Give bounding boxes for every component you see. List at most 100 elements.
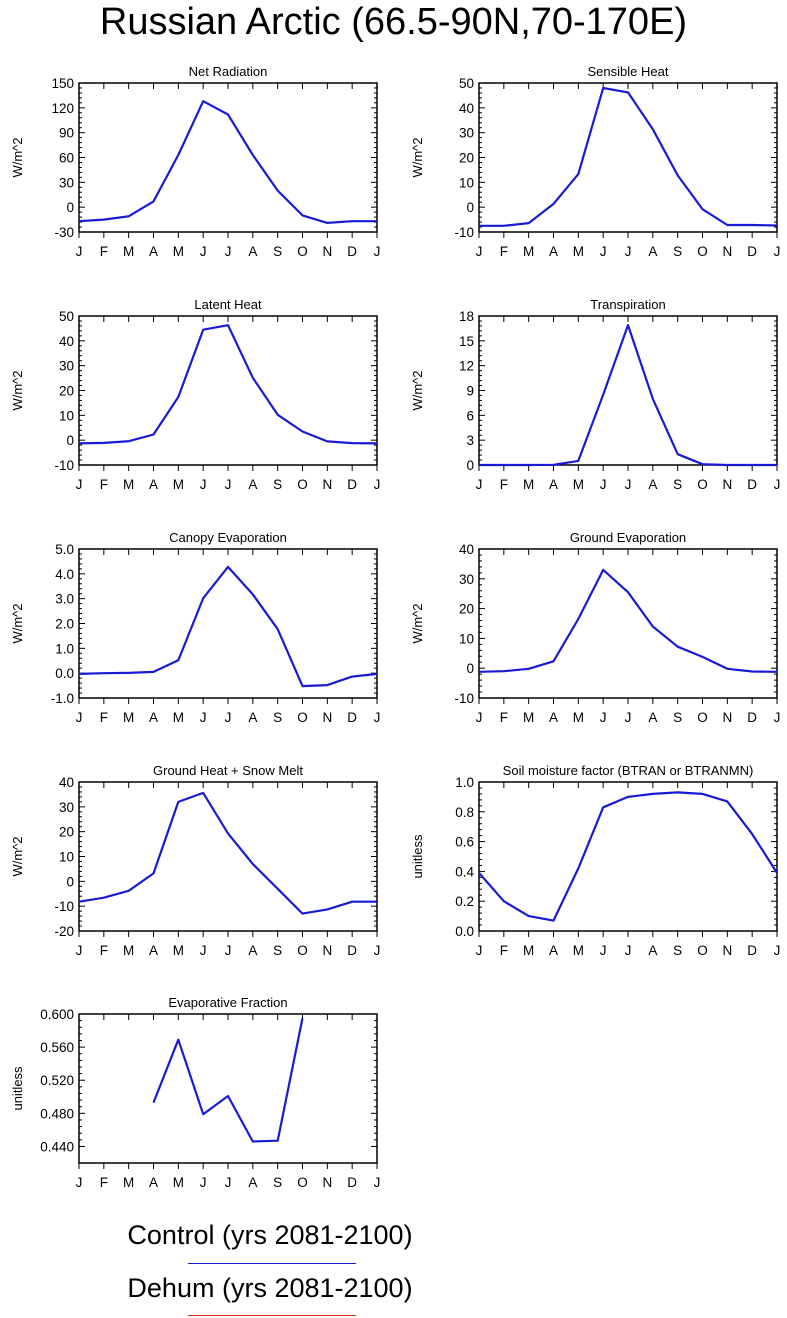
panel-7-xtick-label: S <box>273 943 282 958</box>
panel-8-series-line <box>478 791 778 922</box>
panel-5-xtick-label: N <box>322 710 332 725</box>
figure-title: Russian Arctic (66.5-90N,70-170E) <box>99 1 688 43</box>
panel-2-xtick-label: J <box>774 244 781 259</box>
panel-6-ytick-label: 30 <box>459 572 474 587</box>
panel-1-ytick-label: 150 <box>51 76 74 91</box>
panel-2-xtick-label: J <box>625 244 632 259</box>
panel-6-ytick-label: -10 <box>454 691 474 706</box>
panel-7-xtick-label: M <box>173 943 184 958</box>
panel-4-ylabel: W/m^2 <box>410 370 425 410</box>
panel-1-xtick-label: D <box>347 244 357 259</box>
panel-6-ylabel: W/m^2 <box>410 603 425 643</box>
panel-3-xtick-label: A <box>248 477 257 492</box>
panel-9-xtick-label: N <box>322 1175 332 1190</box>
panel-8-xtick-label: J <box>625 943 632 958</box>
panel-6-title: Ground Evaporation <box>570 530 686 545</box>
panel-9-ytick-label: 0.600 <box>40 1007 74 1022</box>
panel-8-xtick-label: J <box>774 943 781 958</box>
panel-3-ytick-label: 50 <box>59 309 74 324</box>
legend-dehum-line <box>188 1315 356 1316</box>
panel-4-ytick-label: 6 <box>466 408 474 423</box>
panel-4-xtick-label: F <box>500 477 508 492</box>
panel-8-ytick-label: 0.0 <box>455 924 474 939</box>
panel-6-xtick-label: A <box>549 710 558 725</box>
panel-7-ylabel: W/m^2 <box>10 836 25 876</box>
panel-6-ytick-label: 10 <box>459 631 474 646</box>
panel-5-ytick-label: -1.0 <box>51 691 74 706</box>
panel-7-xtick-label: A <box>248 943 257 958</box>
panel-5-ytick-label: 5.0 <box>55 542 74 557</box>
panel-1-xtick-label: J <box>76 244 83 259</box>
panel-2-series-line <box>479 86 778 227</box>
panel-3-ytick-label: 30 <box>59 359 74 374</box>
panel-8-xtick-label: S <box>673 943 682 958</box>
panel-8-xtick-label: O <box>697 943 708 958</box>
panel-8-ytick-label: 0.4 <box>455 864 474 879</box>
panel-6-xtick-label: O <box>697 710 708 725</box>
panel-1-xtick-label: S <box>273 244 282 259</box>
panel-6-xtick-label: J <box>625 710 632 725</box>
panel-6-xtick-label: M <box>573 710 584 725</box>
panel-1-xtick-label: M <box>173 244 184 259</box>
panel-7-ytick-label: 40 <box>59 775 74 790</box>
panel-9-xtick-label: S <box>273 1175 282 1190</box>
panel-5-xtick-label: A <box>149 710 158 725</box>
panel-5-xtick-label: O <box>297 710 308 725</box>
panel-7-xtick-label: O <box>297 943 308 958</box>
panel-7-xtick-label: A <box>149 943 158 958</box>
panel-3-xtick-label: J <box>76 477 83 492</box>
panel-7-xtick-label: F <box>100 943 108 958</box>
panel-8-xtick-label: M <box>523 943 534 958</box>
panel-6-xtick-label: N <box>722 710 732 725</box>
panel-4-xtick-label: M <box>573 477 584 492</box>
panel-2-frame <box>478 82 778 233</box>
panel-2-ytick-label: 0 <box>466 200 474 215</box>
panel-9-title: Evaporative Fraction <box>168 995 287 1010</box>
panel-2-xtick-label: M <box>523 244 534 259</box>
panel-9-xtick-label: J <box>76 1175 83 1190</box>
panel-5-xtick-label: M <box>173 710 184 725</box>
panel-3-xtick-label: J <box>200 477 207 492</box>
panel-7-xtick-label: J <box>76 943 83 958</box>
panel-8-xtick-label: D <box>747 943 757 958</box>
panel-9-xtick-label: A <box>149 1175 158 1190</box>
panel-5-xtick-label: J <box>374 710 381 725</box>
panel-9-ytick-label: 0.480 <box>40 1106 74 1121</box>
panel-5-xtick-label: M <box>123 710 134 725</box>
panel-4-xtick-label: O <box>697 477 708 492</box>
legend-control-label: Control (yrs 2081-2100) <box>127 1220 413 1250</box>
panel-7-ytick-label: -20 <box>54 924 74 939</box>
panel-3-xtick-label: J <box>374 477 381 492</box>
panel-2-ytick-label: 50 <box>459 76 474 91</box>
panel-5-xtick-label: J <box>200 710 207 725</box>
panel-3-ytick-label: 20 <box>59 384 74 399</box>
panel-1-title: Net Radiation <box>189 64 268 79</box>
panel-7-ytick-label: 10 <box>59 850 74 865</box>
panel-3-ylabel: W/m^2 <box>10 370 25 410</box>
panel-8-ylabel: unitless <box>410 834 425 879</box>
panel-8-xtick-label: J <box>600 943 607 958</box>
panel-1-xtick-label: O <box>297 244 308 259</box>
panel-6-xtick-label: J <box>476 710 483 725</box>
panel-1-xtick-label: N <box>322 244 332 259</box>
panel-1-ytick-label: 60 <box>59 151 74 166</box>
panel-4-xtick-label: J <box>600 477 607 492</box>
panel-3-ytick-label: -10 <box>54 458 74 473</box>
panel-7-title: Ground Heat + Snow Melt <box>153 763 303 778</box>
panel-3-xtick-label: S <box>273 477 282 492</box>
panel-5-xtick-label: A <box>248 710 257 725</box>
panel-5-ytick-label: 3.0 <box>55 592 74 607</box>
panel-4-ytick-label: 0 <box>466 458 474 473</box>
panel-4-ytick-label: 3 <box>466 433 474 448</box>
panel-4-xtick-label: A <box>648 477 657 492</box>
panel-7-ytick-label: 0 <box>66 874 74 889</box>
panel-1-xtick-label: F <box>100 244 108 259</box>
panel-6-series-line <box>478 568 778 673</box>
panel-9-ytick-label: 0.520 <box>40 1073 74 1088</box>
panel-2-ytick-label: -10 <box>454 225 474 240</box>
panel-4-xtick-label: J <box>625 477 632 492</box>
panel-5-xtick-label: J <box>76 710 83 725</box>
panel-5-ytick-label: 2.0 <box>55 617 74 632</box>
panel-7-xtick-label: J <box>374 943 381 958</box>
